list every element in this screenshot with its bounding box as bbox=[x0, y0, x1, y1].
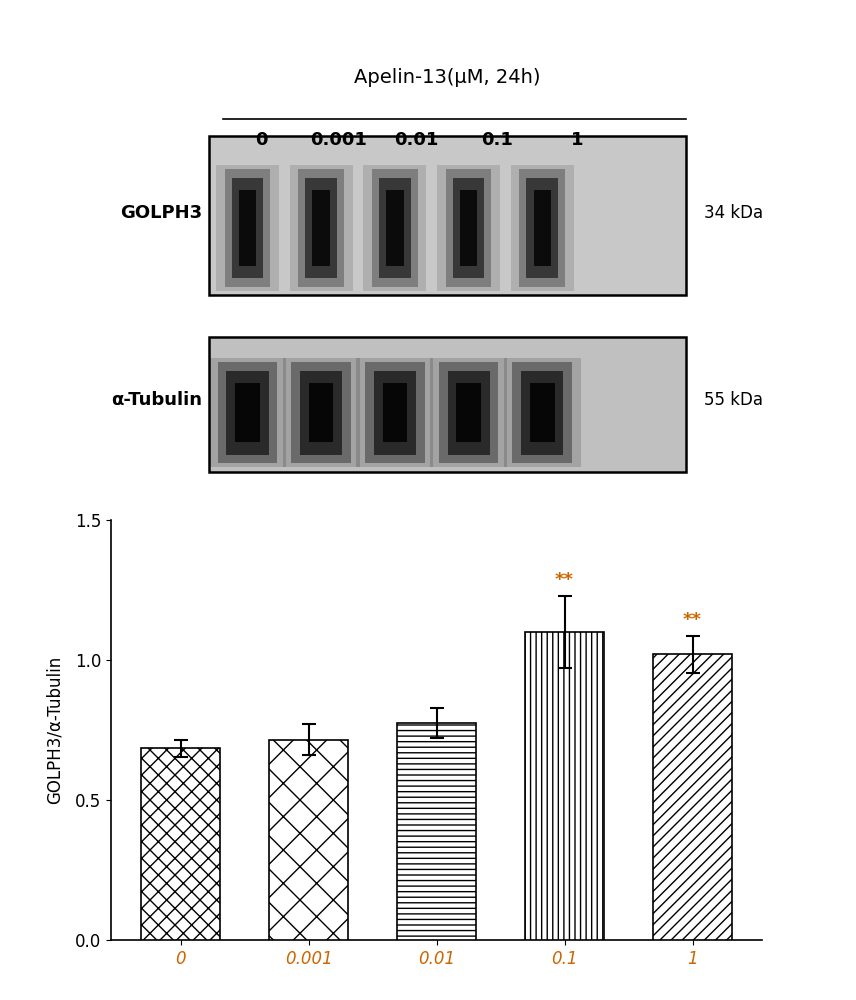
Bar bbox=[460, 190, 478, 266]
Bar bbox=[453, 178, 484, 278]
Text: **: ** bbox=[683, 611, 702, 629]
Bar bbox=[525, 632, 604, 940]
Text: GOLPH3: GOLPH3 bbox=[120, 204, 202, 222]
Bar bbox=[289, 165, 353, 291]
Bar bbox=[309, 383, 334, 442]
Text: 0: 0 bbox=[255, 131, 268, 149]
Bar bbox=[299, 169, 344, 287]
Text: 1: 1 bbox=[571, 131, 584, 149]
Bar bbox=[530, 383, 555, 442]
Bar bbox=[209, 358, 286, 467]
Bar bbox=[533, 190, 551, 266]
Bar bbox=[224, 169, 270, 287]
Text: 0.1: 0.1 bbox=[481, 131, 513, 149]
Bar bbox=[306, 178, 337, 278]
Bar bbox=[312, 190, 330, 266]
Bar bbox=[216, 165, 279, 291]
Bar bbox=[365, 362, 425, 463]
Bar bbox=[520, 169, 565, 287]
Text: **: ** bbox=[555, 571, 574, 589]
Bar bbox=[430, 358, 507, 467]
Bar bbox=[511, 165, 574, 291]
Y-axis label: GOLPH3/α-Tubulin: GOLPH3/α-Tubulin bbox=[46, 656, 64, 804]
Bar bbox=[653, 654, 732, 940]
Bar bbox=[397, 723, 476, 940]
Text: α-Tubulin: α-Tubulin bbox=[110, 391, 202, 409]
Text: 0.001: 0.001 bbox=[310, 131, 367, 149]
Bar bbox=[513, 362, 572, 463]
Text: Apelin-13(μM, 24h): Apelin-13(μM, 24h) bbox=[354, 68, 541, 87]
Bar bbox=[217, 362, 277, 463]
Bar bbox=[239, 190, 256, 266]
Bar bbox=[363, 165, 426, 291]
Bar bbox=[235, 383, 259, 442]
Bar bbox=[448, 371, 490, 455]
Bar bbox=[300, 371, 342, 455]
Bar bbox=[209, 337, 687, 472]
Bar bbox=[269, 740, 348, 940]
Text: 34 kDa: 34 kDa bbox=[704, 204, 763, 222]
Bar bbox=[226, 371, 269, 455]
Bar bbox=[232, 178, 264, 278]
Bar bbox=[141, 748, 220, 940]
Bar bbox=[356, 358, 433, 467]
Bar bbox=[456, 383, 481, 442]
Text: 0.01: 0.01 bbox=[394, 131, 438, 149]
Bar bbox=[374, 371, 416, 455]
Bar bbox=[209, 136, 687, 295]
Bar bbox=[503, 358, 581, 467]
Bar bbox=[526, 178, 558, 278]
Bar bbox=[446, 169, 491, 287]
Bar bbox=[291, 362, 351, 463]
Bar bbox=[437, 165, 500, 291]
Bar bbox=[383, 383, 407, 442]
Bar bbox=[386, 190, 404, 266]
Bar bbox=[282, 358, 360, 467]
Text: 55 kDa: 55 kDa bbox=[704, 391, 763, 409]
Bar bbox=[521, 371, 563, 455]
Bar bbox=[439, 362, 498, 463]
Bar bbox=[372, 169, 418, 287]
Bar bbox=[379, 178, 411, 278]
